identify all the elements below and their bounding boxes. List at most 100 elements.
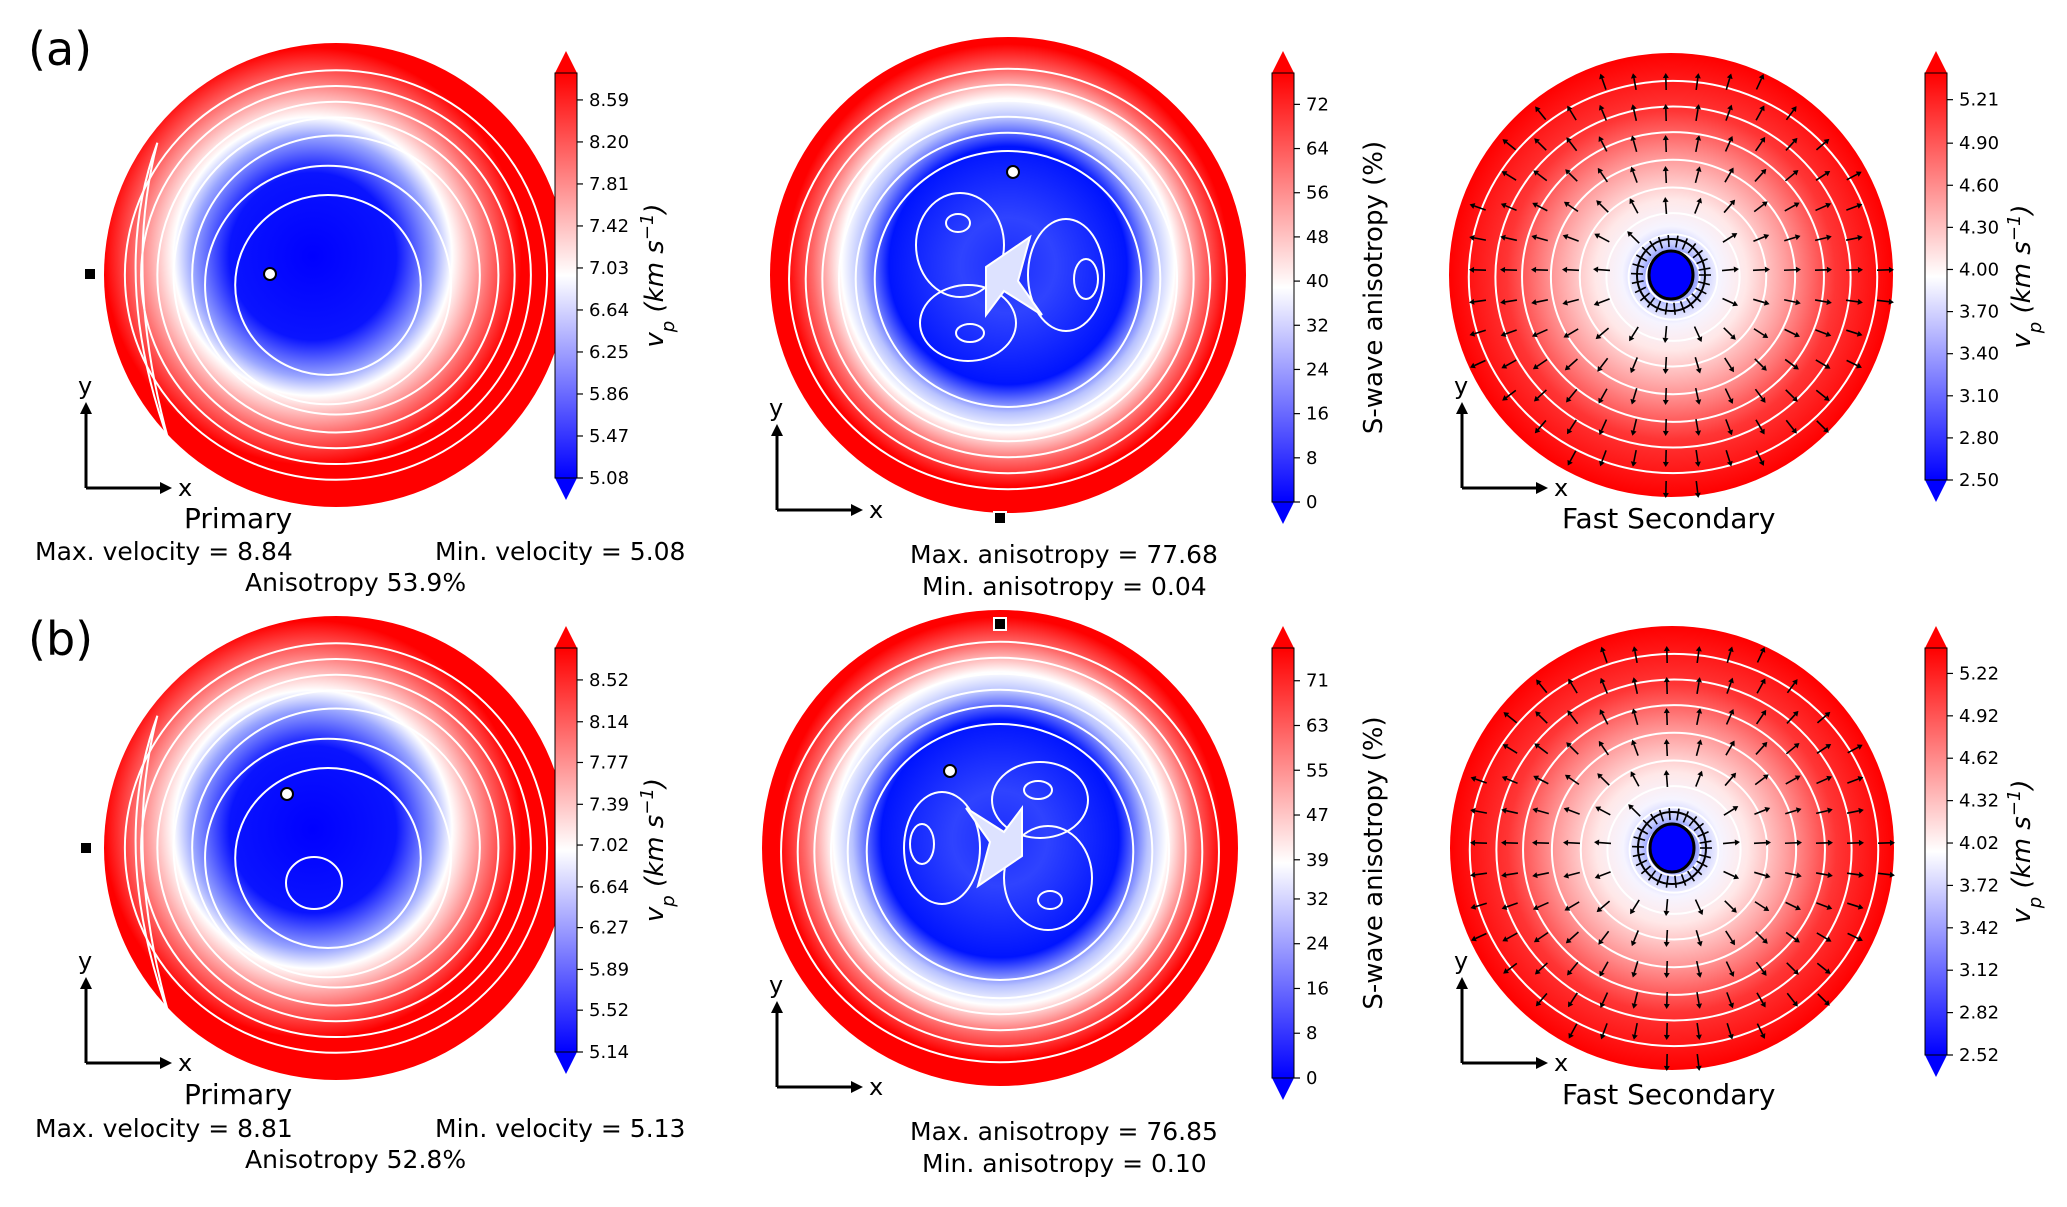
x-arrowhead xyxy=(851,504,863,516)
arrowhead xyxy=(1567,969,1573,976)
arrowhead xyxy=(1500,234,1506,241)
pole-figure xyxy=(104,43,568,507)
arrowhead xyxy=(1826,775,1833,782)
swave-min-anisotropy-a: Min. anisotropy = 0.04 xyxy=(922,572,1207,601)
polarization-arrow xyxy=(1755,745,1765,755)
polarization-arrow xyxy=(1639,292,1651,302)
arrowhead xyxy=(1599,460,1605,467)
arrowhead xyxy=(1696,708,1703,714)
polarization-arrow xyxy=(1752,268,1766,272)
arrowhead xyxy=(1630,104,1637,110)
arrowhead xyxy=(1563,201,1570,208)
polarization-arrow xyxy=(1815,389,1827,399)
polarization-arrow xyxy=(1601,682,1609,694)
arrowhead xyxy=(1533,395,1540,402)
polarization-arrow xyxy=(1694,387,1700,401)
colorbar-tick-label: 39 xyxy=(1306,850,1329,871)
arrowhead xyxy=(1727,429,1733,436)
colorbar-tick-label: 3.12 xyxy=(1959,960,1999,981)
arrowhead xyxy=(1562,266,1568,273)
polarization-arrow xyxy=(1664,302,1668,315)
polarization-arrow xyxy=(1754,901,1766,909)
polarization-arrow xyxy=(1633,449,1637,463)
arrowhead xyxy=(1793,743,1800,749)
colorbar-tick-label: 4.92 xyxy=(1959,706,1999,727)
polarization-arrow xyxy=(1567,203,1579,213)
arrowhead xyxy=(1599,677,1606,684)
polarization-arrow xyxy=(1566,298,1580,304)
arrowhead xyxy=(1562,299,1568,306)
arrowhead xyxy=(1563,332,1570,338)
arrowhead xyxy=(1594,839,1600,846)
arrowhead xyxy=(1663,677,1670,683)
polarization-arrow xyxy=(1754,871,1766,877)
colorbar-label: S-wave anisotropy (%) xyxy=(1359,716,1389,1009)
arrowhead xyxy=(1534,138,1540,144)
polarization-arrow xyxy=(1665,898,1669,912)
polarization-arrow xyxy=(1675,235,1679,248)
arrowhead xyxy=(1694,73,1701,79)
contour-line xyxy=(1627,233,1719,321)
arrowhead xyxy=(1597,365,1603,372)
polarization-arrow xyxy=(1632,930,1640,942)
polarization-arrow xyxy=(1569,961,1579,973)
polarization-arrow xyxy=(1692,866,1703,876)
arrowhead xyxy=(1762,774,1769,780)
arrowhead xyxy=(1469,330,1476,337)
contour-line xyxy=(1521,131,1825,423)
max-marker xyxy=(943,764,957,778)
arrowhead xyxy=(1695,399,1702,405)
contour-line xyxy=(919,284,1017,362)
arrowhead xyxy=(1761,201,1768,207)
arrowhead xyxy=(1763,233,1770,240)
polarization-arrow xyxy=(1602,651,1608,663)
colorbar xyxy=(1924,647,1948,1056)
arrowhead xyxy=(1792,396,1798,402)
arrowhead xyxy=(1663,646,1670,652)
polarization-arrow xyxy=(1632,418,1638,432)
colorbar-tick-label: 8.14 xyxy=(589,712,629,733)
arrowhead xyxy=(1565,937,1572,944)
polarization-arrow xyxy=(1600,388,1608,400)
arrowhead xyxy=(1760,678,1766,685)
x-axis-label: x xyxy=(178,474,192,502)
contour-line xyxy=(830,688,1170,1016)
colorbar-tick-label: 0 xyxy=(1306,492,1317,513)
polarization-arrow xyxy=(1676,808,1680,821)
arrowhead xyxy=(1599,709,1605,716)
polarization-arrow xyxy=(1725,961,1733,973)
polarization-arrow xyxy=(1696,1053,1700,1067)
arrowhead xyxy=(1795,807,1802,814)
polarization-arrow xyxy=(1722,235,1734,243)
contour-line xyxy=(804,83,1212,475)
polarization-arrow xyxy=(1726,992,1732,1004)
colorbar-tick-label: 2.82 xyxy=(1959,1003,1999,1024)
arrowhead xyxy=(1826,234,1832,241)
arrowhead xyxy=(1598,397,1604,404)
arrowhead xyxy=(1469,266,1475,273)
polarization-arrow xyxy=(1569,713,1579,725)
contour-line xyxy=(780,640,1220,1064)
polarization-arrow xyxy=(1784,172,1796,182)
arrowhead xyxy=(1628,804,1634,810)
polarization-arrow xyxy=(1656,873,1663,886)
polarization-arrow xyxy=(1536,358,1548,368)
arrowhead xyxy=(1794,331,1800,338)
contour-line xyxy=(204,164,452,406)
fast-secondary-title-b: Fast Secondary xyxy=(1562,1078,1776,1111)
polarization-arrow xyxy=(1569,109,1577,121)
arrowhead xyxy=(1631,646,1638,652)
arrowhead xyxy=(1824,968,1831,974)
polarization-arrow xyxy=(1538,714,1548,724)
polarization-arrow xyxy=(1756,682,1764,694)
polarization-arrow xyxy=(1475,778,1487,784)
colorbar-tick-label: 5.08 xyxy=(589,468,629,489)
colorbar-tick-label: 4.60 xyxy=(1959,175,1999,196)
arrowhead xyxy=(1694,461,1701,467)
polarization-arrow xyxy=(1816,902,1828,908)
polarization-arrow xyxy=(1665,743,1669,757)
arrowhead xyxy=(1662,104,1669,110)
polarization-arrow xyxy=(1568,172,1578,182)
polarization-arrow xyxy=(1785,141,1795,151)
